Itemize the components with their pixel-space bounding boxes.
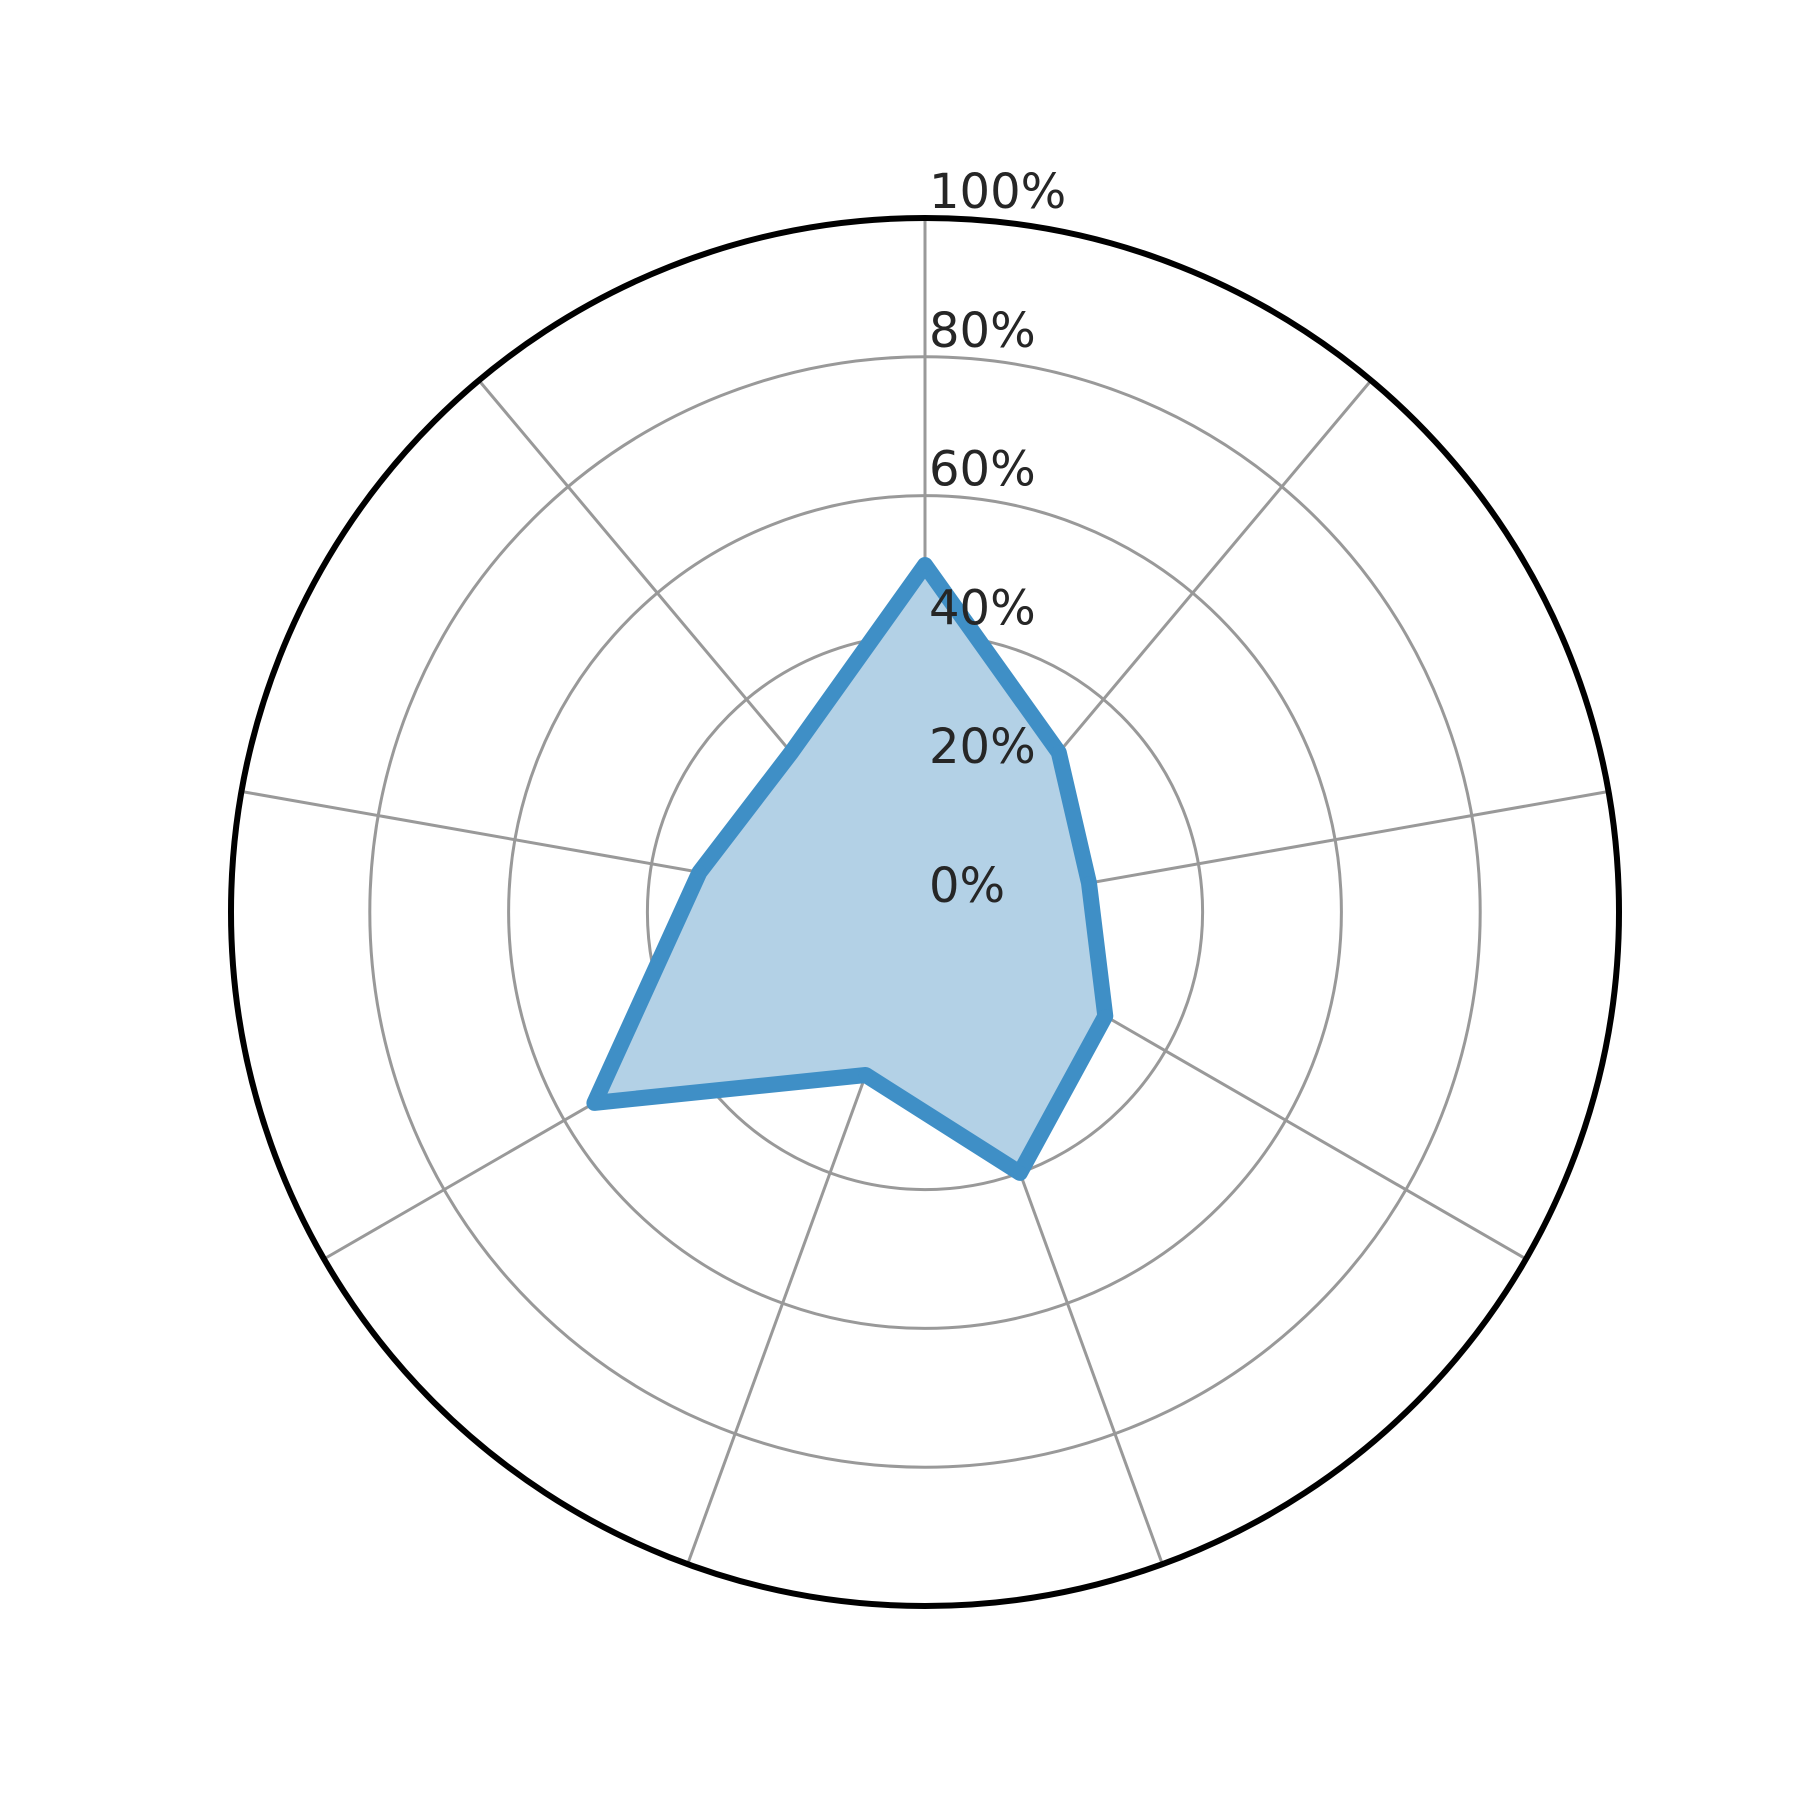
series-0-point-6	[587, 1095, 602, 1110]
series-0-point-2	[1082, 876, 1096, 891]
series-0-point-3	[1098, 1009, 1113, 1024]
polar-frame	[228, 215, 1622, 1609]
r-tick-label-40: 40%	[929, 580, 1036, 636]
r-tick-label-100: 100%	[929, 164, 1066, 220]
series-0-line	[586, 557, 1114, 1181]
r-tick-label-60: 60%	[929, 442, 1036, 498]
r-tick-label-80: 80%	[929, 303, 1036, 359]
series-0-point-4	[1012, 1165, 1027, 1180]
series-0-point-8	[784, 745, 799, 760]
r-tick-labels: 0% 20% 40% 60% 80% 100%	[929, 164, 1066, 914]
series-0-point-7	[692, 865, 707, 880]
outer-frame-circle	[228, 215, 1622, 1609]
series-0-area	[594, 565, 1106, 1173]
series-0-point-5	[858, 1068, 873, 1082]
series-0-point-0	[918, 558, 932, 572]
r-tick-label-20: 20%	[929, 719, 1036, 775]
series-0-point-1	[1051, 745, 1066, 760]
series-layer	[586, 557, 1114, 1181]
r-tick-label-0: 0%	[929, 858, 1005, 914]
